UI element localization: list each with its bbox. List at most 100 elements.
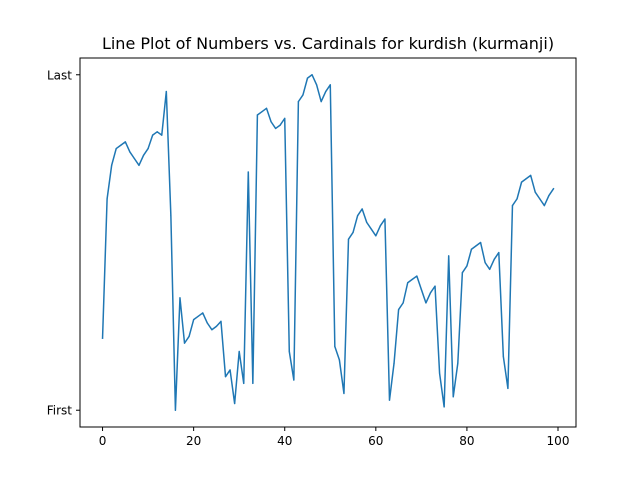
data-point bbox=[511, 205, 514, 207]
data-point bbox=[152, 134, 154, 136]
data-point bbox=[489, 268, 491, 270]
data-point bbox=[416, 275, 418, 277]
data-point bbox=[507, 387, 509, 390]
data-point bbox=[520, 181, 523, 183]
data-point bbox=[530, 174, 532, 177]
data-point bbox=[393, 362, 395, 364]
y-axis: First Last bbox=[47, 68, 80, 418]
data-point bbox=[320, 101, 322, 103]
data-point bbox=[539, 198, 541, 200]
data-point bbox=[461, 272, 463, 274]
data-point bbox=[270, 121, 272, 123]
data-point bbox=[457, 362, 459, 364]
data-point bbox=[279, 124, 281, 126]
data-point bbox=[220, 320, 222, 322]
data-point bbox=[316, 84, 318, 86]
data-point bbox=[293, 379, 295, 381]
data-point bbox=[202, 312, 204, 314]
data-point bbox=[197, 315, 199, 317]
data-point bbox=[325, 90, 327, 93]
data-point bbox=[352, 231, 354, 234]
data-point bbox=[347, 238, 350, 240]
data-point bbox=[247, 171, 249, 173]
x-tick-label: 80 bbox=[459, 434, 474, 448]
data-point bbox=[548, 194, 550, 197]
data-point bbox=[443, 406, 445, 408]
data-point bbox=[129, 151, 131, 153]
data-point bbox=[329, 84, 331, 86]
data-point bbox=[402, 302, 404, 304]
data-point bbox=[101, 337, 104, 339]
data-point bbox=[493, 258, 495, 260]
data-point bbox=[470, 248, 473, 250]
data-point bbox=[106, 198, 108, 200]
data-point bbox=[161, 134, 163, 136]
y-tick-label: First bbox=[47, 404, 73, 418]
data-point bbox=[398, 308, 400, 311]
data-point bbox=[434, 285, 436, 287]
data-point bbox=[147, 147, 149, 150]
data-point bbox=[306, 77, 309, 79]
data-point bbox=[252, 382, 254, 384]
data-point bbox=[370, 228, 372, 230]
data-point bbox=[479, 241, 482, 244]
data-point bbox=[438, 372, 441, 374]
data-point bbox=[502, 355, 504, 358]
data-point bbox=[120, 144, 122, 146]
data-point bbox=[411, 278, 413, 280]
data-point bbox=[183, 342, 186, 344]
data-point bbox=[475, 245, 477, 247]
data-point bbox=[133, 158, 136, 160]
data-point bbox=[448, 255, 450, 257]
plot-area bbox=[101, 74, 555, 411]
data-point bbox=[115, 147, 117, 150]
data-point bbox=[193, 319, 195, 321]
data-point bbox=[302, 94, 304, 96]
series-line bbox=[101, 74, 555, 411]
data-point bbox=[552, 188, 555, 190]
data-point bbox=[516, 198, 518, 200]
data-point bbox=[234, 402, 236, 405]
x-tick-label: 40 bbox=[277, 434, 292, 448]
data-point bbox=[243, 382, 245, 384]
data-point bbox=[420, 288, 422, 291]
chart-title: Line Plot of Numbers vs. Cardinals for k… bbox=[102, 34, 554, 53]
data-point bbox=[224, 376, 227, 378]
data-point bbox=[284, 117, 286, 119]
data-point bbox=[338, 359, 340, 361]
data-point bbox=[275, 127, 277, 130]
data-point bbox=[543, 205, 545, 207]
data-point bbox=[379, 225, 381, 227]
data-point bbox=[484, 262, 486, 264]
data-point bbox=[361, 208, 363, 210]
data-point bbox=[179, 297, 181, 299]
data-point bbox=[498, 251, 500, 254]
data-point bbox=[256, 114, 258, 116]
data-point bbox=[138, 164, 140, 166]
data-point bbox=[211, 329, 213, 331]
axes-frame bbox=[79, 57, 577, 428]
data-point bbox=[407, 282, 409, 284]
data-point bbox=[366, 221, 368, 223]
data-point bbox=[311, 74, 313, 76]
x-tick-label: 100 bbox=[547, 434, 570, 448]
data-point bbox=[334, 345, 336, 348]
data-point bbox=[174, 409, 177, 411]
data-point bbox=[297, 101, 299, 103]
data-point bbox=[111, 164, 113, 166]
x-tick-label: 20 bbox=[186, 434, 201, 448]
data-point bbox=[142, 154, 145, 156]
data-point bbox=[124, 141, 126, 143]
data-point bbox=[343, 392, 345, 395]
data-point bbox=[357, 215, 359, 217]
data-point bbox=[425, 302, 427, 304]
data-point bbox=[452, 396, 454, 398]
data-point bbox=[429, 292, 432, 294]
x-axis: 0 20 40 60 80 100 bbox=[99, 427, 570, 448]
data-point bbox=[229, 369, 231, 371]
data-point bbox=[206, 322, 208, 324]
data-point bbox=[188, 335, 190, 338]
data-point bbox=[165, 90, 167, 93]
